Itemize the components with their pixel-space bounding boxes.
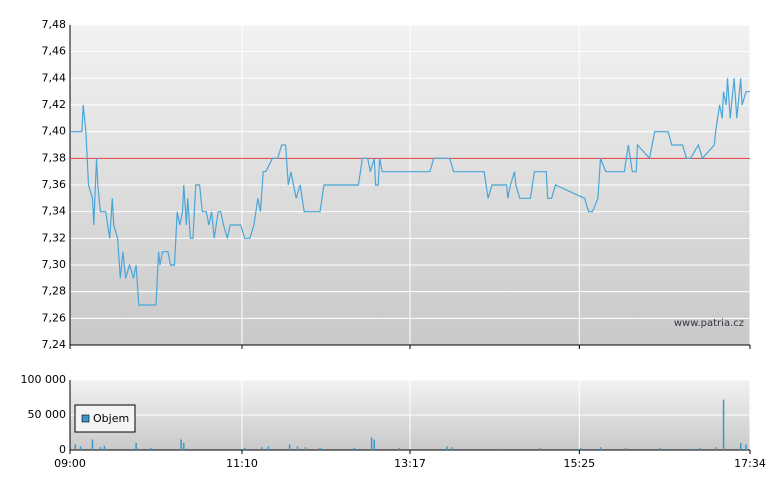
y-tick-label: 7,24 [42,338,67,351]
volume-bar [624,447,627,450]
volume-bar [722,399,725,450]
y-tick-label: 7,46 [42,45,67,58]
volume-bar [689,448,692,450]
volume-bar [739,443,742,450]
volume-bar [149,447,152,450]
volume-bar [180,439,182,450]
volume-bar [135,443,137,450]
volume-bar [288,444,291,450]
watermark: www.patria.cz [674,318,744,329]
y-tick-label: 7,28 [42,285,67,298]
y-tick-label: 7,32 [42,231,67,244]
volume-bar [599,447,602,450]
volume-bar [714,447,717,450]
volume-bar [446,446,448,450]
volume-bar [579,447,582,450]
price-line [70,78,750,306]
y-tick-label: 7,38 [42,151,67,164]
volume-bar [79,446,82,450]
y-tick-label: 7,40 [42,125,67,138]
y-tick-label: 7,42 [42,98,67,111]
y-tick-label: 7,36 [42,178,67,191]
volume-bar [370,437,373,450]
x-tick-label: 17:34 [734,457,766,470]
volume-bar [659,447,661,450]
volume-bar [745,444,747,450]
volume-bar [91,439,94,450]
volume-bar [243,447,246,450]
volume-bar [183,443,185,450]
volume-bar [74,444,77,450]
volume-bar [103,445,106,450]
volume-bar [373,439,376,450]
volume-bar [499,448,501,450]
volume-bar [296,446,299,450]
volume-bar [304,447,307,450]
volume-bar [698,447,701,450]
y-tick-label: 50 000 [28,408,67,421]
volume-bar [319,447,321,450]
x-tick-label: 15:25 [563,457,595,470]
volume-bar [353,447,356,450]
x-tick-label: 13:17 [394,457,426,470]
volume-bar [261,447,263,450]
y-tick-label: 0 [59,443,66,456]
volume-bar [99,447,102,450]
x-tick-label: 11:10 [226,457,258,470]
y-tick-label: 7,48 [42,18,67,31]
y-tick-label: 100 000 [21,373,67,386]
x-tick-label: 09:00 [54,457,86,470]
y-tick-label: 7,34 [42,205,67,218]
legend-swatch [81,414,90,423]
y-tick-label: 7,44 [42,71,67,84]
volume-bar [267,446,270,450]
volume-bar [451,447,454,450]
volume-bar [398,447,401,450]
y-tick-label: 7,26 [42,311,67,324]
volume-bar [538,447,541,450]
y-tick-label: 7,30 [42,258,67,271]
legend-label: Objem [93,412,129,425]
